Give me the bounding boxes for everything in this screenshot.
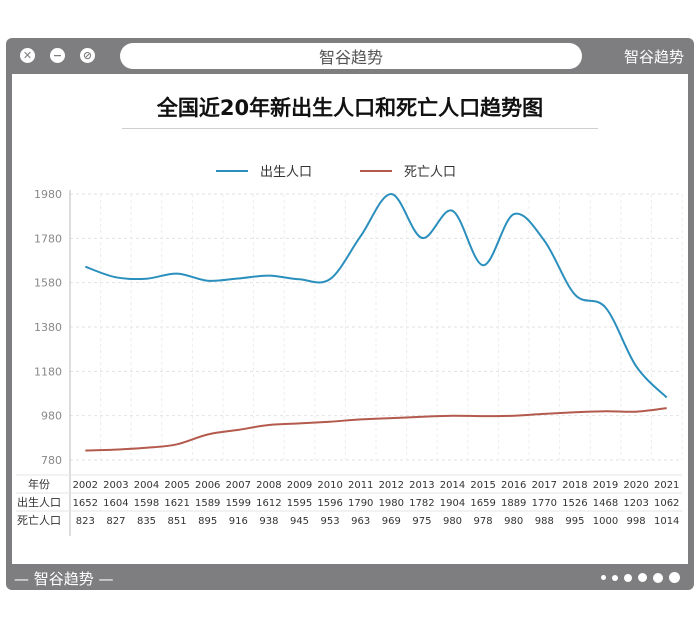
x-tick-label: 2013	[409, 480, 434, 491]
title-divider	[122, 128, 598, 129]
table-cell-deaths: 1000	[593, 516, 618, 527]
table-cell-deaths: 969	[382, 516, 401, 527]
table-cell-births: 1468	[593, 498, 618, 509]
table-cell-births: 1889	[501, 498, 526, 509]
table-cell-deaths: 916	[229, 516, 248, 527]
y-tick-label: 1180	[34, 365, 62, 378]
legend-swatch-deaths	[360, 169, 392, 172]
table-cell-births: 1589	[195, 498, 220, 509]
x-tick-label: 2010	[317, 480, 342, 491]
y-tick-label: 1580	[34, 277, 62, 290]
y-tick-label: 1380	[34, 321, 62, 334]
x-tick-label: 2015	[470, 480, 495, 491]
table-cell-births: 1612	[256, 498, 281, 509]
x-tick-label: 2021	[654, 480, 679, 491]
bottom-bar: — 智谷趋势 —	[6, 566, 694, 590]
chart-title: 全国近20年新出生人口和死亡人口趋势图	[156, 96, 544, 120]
table-cell-births: 1595	[287, 498, 312, 509]
title-bar: ✕ − ⊘ 智谷趋势 智谷趋势	[6, 38, 694, 74]
table-cell-deaths: 827	[106, 516, 125, 527]
close-icon[interactable]: ✕	[20, 48, 35, 63]
table-cell-deaths: 998	[627, 516, 646, 527]
page-dot[interactable]	[612, 574, 618, 581]
table-cell-deaths: 835	[137, 516, 156, 527]
table-cell-deaths: 963	[351, 516, 370, 527]
table-cell-births: 1598	[134, 498, 159, 509]
x-tick-label: 2007	[226, 480, 251, 491]
table-cell-deaths: 1014	[654, 516, 679, 527]
x-tick-label: 2003	[103, 480, 128, 491]
table-cell-deaths: 945	[290, 516, 309, 527]
page-dot[interactable]	[601, 575, 606, 580]
table-cell-births: 1652	[73, 498, 98, 509]
x-tick-label: 2019	[593, 480, 618, 491]
x-tick-label: 2009	[287, 480, 312, 491]
page-dot[interactable]	[638, 573, 647, 582]
x-tick-label: 2005	[164, 480, 189, 491]
table-cell-births: 1599	[226, 498, 251, 509]
table-cell-deaths: 978	[474, 516, 493, 527]
block-icon[interactable]: ⊘	[80, 48, 95, 63]
page-dot[interactable]	[669, 572, 680, 583]
x-tick-label: 2018	[562, 480, 587, 491]
minimize-icon[interactable]: −	[50, 48, 65, 63]
x-tick-label: 2006	[195, 480, 220, 491]
table-cell-deaths: 995	[565, 516, 584, 527]
table-cell-births: 1203	[623, 498, 648, 509]
table-cell-births: 1604	[103, 498, 128, 509]
x-tick-label: 2004	[134, 480, 159, 491]
series-line-deaths	[85, 407, 667, 452]
series-line-births	[84, 192, 668, 399]
page-dots	[601, 572, 680, 583]
table-cell-births: 1526	[562, 498, 587, 509]
table-cell-deaths: 851	[168, 516, 187, 527]
brand-logo-bottom: — 智谷趋势 —	[14, 569, 114, 588]
x-tick-label: 2016	[501, 480, 526, 491]
table-row-year-label: 年份	[28, 477, 50, 491]
table-cell-births: 1659	[470, 498, 495, 509]
x-tick-label: 2020	[623, 480, 648, 491]
table-cell-births: 1980	[379, 498, 404, 509]
table-cell-births: 1782	[409, 498, 434, 509]
x-tick-label: 2014	[440, 480, 465, 491]
y-tick-label: 780	[41, 454, 62, 467]
legend-swatch-births	[216, 169, 248, 172]
y-tick-label: 1980	[34, 188, 62, 201]
table-cell-deaths: 953	[321, 516, 340, 527]
table-cell-deaths: 823	[76, 516, 95, 527]
legend-label-births: 出生人口	[260, 165, 313, 180]
x-tick-label: 2012	[379, 480, 404, 491]
x-tick-label: 2002	[73, 480, 98, 491]
brand-logo-top: 智谷趋势	[623, 48, 684, 66]
table-cell-births: 1062	[654, 498, 679, 509]
page-dot[interactable]	[653, 572, 663, 583]
address-bar[interactable]: 智谷趋势	[120, 43, 582, 69]
table-cell-deaths: 988	[535, 516, 554, 527]
table-cell-births: 1596	[317, 498, 342, 509]
x-tick-label: 2008	[256, 480, 281, 491]
legend-label-deaths: 死亡人口	[404, 165, 457, 180]
table-row-deaths-label: 死亡人口	[17, 513, 61, 527]
table-cell-births: 1790	[348, 498, 373, 509]
table-cell-deaths: 895	[198, 516, 217, 527]
chart-panel: 全国近20年新出生人口和死亡人口趋势图 出生人口 死亡人口 780 980 1180…	[12, 74, 688, 564]
table-cell-births: 1621	[164, 498, 189, 509]
table-cell-deaths: 938	[259, 516, 278, 527]
page-dot[interactable]	[624, 573, 632, 582]
table-cell-deaths: 980	[443, 516, 462, 527]
x-tick-label: 2011	[348, 480, 373, 491]
y-tick-label: 1780	[34, 232, 62, 245]
table-cell-deaths: 980	[504, 516, 523, 527]
table-cell-births: 1904	[440, 498, 465, 509]
table-cell-births: 1770	[532, 498, 557, 509]
legend-item-deaths: 死亡人口	[360, 161, 456, 180]
x-tick-label: 2017	[532, 480, 557, 491]
table-cell-deaths: 975	[412, 516, 431, 527]
table-row-births-label: 出生人口	[17, 495, 61, 509]
legend-item-births: 出生人口	[216, 161, 312, 180]
y-tick-label: 980	[41, 410, 62, 423]
